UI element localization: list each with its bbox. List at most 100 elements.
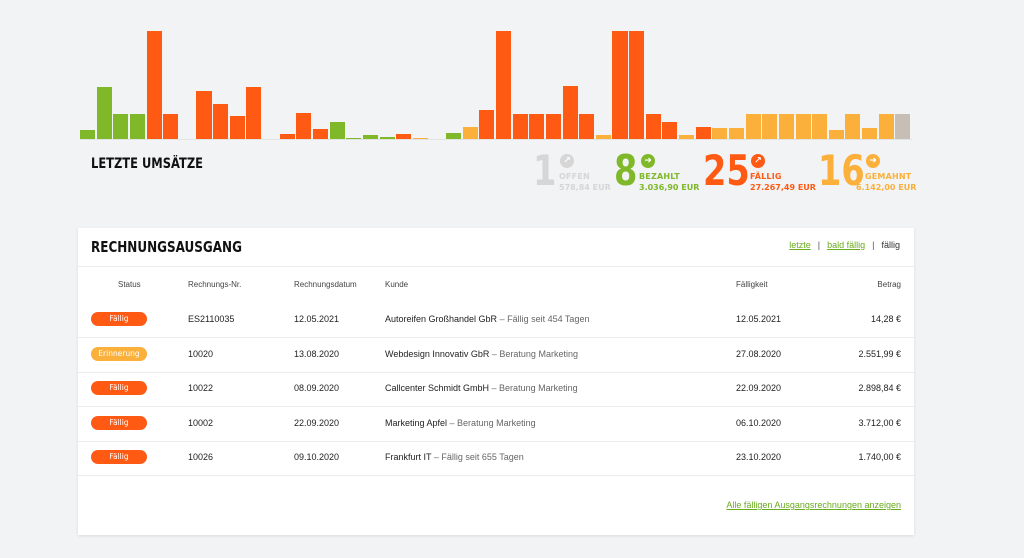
chart-bar[interactable] [496, 31, 512, 140]
filter-separator: | [817, 240, 821, 250]
status-badge: Fällig [91, 450, 147, 464]
stat-label: BEZAHLT [639, 172, 680, 181]
chart-bar[interactable] [745, 114, 761, 140]
filter-faellig[interactable]: fällig [881, 240, 900, 250]
due-date: 06.10.2020 [736, 418, 782, 428]
table-row[interactable]: Fällig 10026 09.10.2020 Frankfurt IT – F… [78, 441, 914, 475]
stat-label: OFFEN [559, 172, 590, 181]
invoice-date: 22.09.2020 [294, 418, 340, 428]
amount: 3.712,00 € [858, 418, 901, 428]
customer: Callcenter Schmidt GmbH – Beratung Marke… [385, 383, 578, 393]
amount: 14,28 € [870, 314, 901, 324]
invoice-number: 10022 [188, 383, 214, 393]
filter-links: letzte | bald fällig | fällig [789, 240, 900, 250]
chart-bar[interactable] [96, 87, 112, 140]
column-header-faelligkeit: Fälligkeit [736, 280, 768, 289]
customer-name: Autoreifen Großhandel GbR [385, 314, 498, 324]
chart-bar[interactable] [728, 128, 744, 140]
stat-count: 1 [533, 146, 557, 195]
invoice-number: 10002 [188, 418, 214, 428]
table-row[interactable]: Fällig 10002 22.09.2020 Marketing Apfel … [78, 407, 914, 441]
amount: 1.740,00 € [858, 452, 901, 462]
invoice-date: 09.10.2020 [294, 452, 340, 462]
chart-bar[interactable] [878, 114, 894, 140]
show-all-due-invoices-link[interactable]: Alle fälligen Ausgangsrechnungen anzeige… [726, 500, 901, 510]
chart-bar[interactable] [312, 129, 328, 140]
header-divider [78, 266, 914, 267]
chart-bar[interactable] [795, 114, 811, 140]
chart-bar[interactable] [529, 114, 545, 140]
row-divider [78, 441, 914, 442]
chart-bar[interactable] [479, 110, 495, 140]
chart-bar[interactable] [778, 114, 794, 140]
row-divider [78, 372, 914, 373]
customer-detail: – Beratung Marketing [447, 418, 536, 428]
invoice-number: 10026 [188, 452, 214, 462]
status-badge: Erinnerung [91, 347, 147, 361]
invoices-card: RECHNUNGSAUSGANG letzte | bald fällig | fäll… [78, 228, 914, 535]
chart-bar[interactable] [828, 130, 844, 140]
chart-bar[interactable] [279, 134, 295, 140]
column-header-betrag: Betrag [877, 280, 901, 289]
chart-bar[interactable] [113, 114, 129, 140]
due-date: 27.08.2020 [736, 349, 782, 359]
customer: Webdesign Innovativ GbR – Beratung Marke… [385, 349, 578, 359]
chart-bar[interactable] [662, 122, 678, 140]
row-divider [78, 475, 914, 476]
chart-bar[interactable] [213, 104, 229, 140]
chart-bar[interactable] [196, 91, 212, 140]
chart-bar[interactable] [545, 114, 561, 140]
status-badge: Fällig [91, 312, 147, 326]
chart-bar[interactable] [645, 114, 661, 140]
chart-bar[interactable] [362, 135, 378, 140]
chart-bar[interactable] [163, 114, 179, 140]
chart-bar[interactable] [446, 133, 462, 140]
chart-bar[interactable] [329, 122, 345, 140]
chart-bar[interactable] [229, 116, 245, 140]
status-badge: Fällig [91, 381, 147, 395]
chart-bar[interactable] [296, 113, 312, 140]
chart-bar[interactable] [595, 135, 611, 140]
chart-bar[interactable] [895, 114, 911, 140]
chart-bar[interactable] [129, 114, 145, 140]
table-row[interactable]: Erinnerung 10020 13.08.2020 Webdesign In… [78, 338, 914, 372]
chart-bar[interactable] [146, 31, 162, 140]
stat-count: 16 [818, 146, 865, 195]
chart-bar[interactable] [512, 114, 528, 140]
chart-bar[interactable] [379, 137, 395, 140]
stat-amount: 578,84 EUR [559, 183, 611, 192]
customer-detail: – Fällig seit 655 Tagen [431, 452, 524, 462]
chart-bar[interactable] [679, 135, 695, 140]
chart-bar[interactable] [812, 114, 828, 140]
filter-letzte[interactable]: letzte [789, 240, 811, 250]
chart-bar[interactable] [612, 31, 628, 140]
status-badge: Fällig [91, 416, 147, 430]
chart-bar[interactable] [862, 128, 878, 140]
column-header-datum: Rechnungsdatum [294, 280, 357, 289]
chart-bar[interactable] [579, 114, 595, 140]
invoice-date: 13.08.2020 [294, 349, 340, 359]
customer-detail: – Fällig seit 454 Tagen [497, 314, 590, 324]
customer: Autoreifen Großhandel GbR – Fällig seit … [385, 314, 589, 324]
chart-baseline [80, 139, 912, 140]
table-row[interactable]: Fällig ES2110035 12.05.2021 Autoreifen G… [78, 303, 914, 337]
chart-bar[interactable] [762, 114, 778, 140]
chart-bar[interactable] [845, 114, 861, 140]
chart-bar[interactable] [80, 130, 96, 140]
customer-name: Marketing Apfel [385, 418, 448, 428]
chart-bar[interactable] [695, 127, 711, 140]
arrow-up-right-icon: ↗ [751, 154, 765, 168]
chart-bar[interactable] [712, 128, 728, 140]
chart-bar[interactable] [396, 134, 412, 140]
chart-bar[interactable] [562, 85, 578, 140]
chart-bar[interactable] [629, 31, 645, 140]
filter-bald-faellig[interactable]: bald fällig [827, 240, 866, 250]
customer-name: Webdesign Innovativ GbR [385, 349, 490, 359]
amount: 2.898,84 € [858, 383, 901, 393]
chart-bar[interactable] [246, 87, 262, 140]
column-header-status: Status [118, 280, 141, 289]
table-row[interactable]: Fällig 10022 08.09.2020 Callcenter Schmi… [78, 372, 914, 406]
row-divider [78, 337, 914, 338]
invoice-number: ES2110035 [188, 314, 235, 324]
chart-bar[interactable] [462, 127, 478, 140]
